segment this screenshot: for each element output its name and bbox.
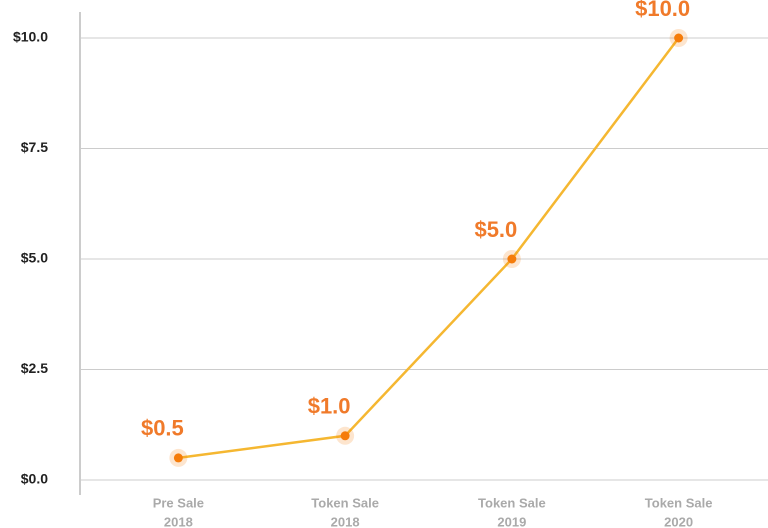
x-tick-label: 2020	[664, 514, 693, 528]
value-label: $10.0	[635, 0, 690, 21]
point	[674, 33, 684, 43]
y-tick-label: $2.5	[21, 360, 48, 376]
x-tick-label: Token Sale	[478, 495, 546, 510]
point	[340, 431, 350, 441]
value-label: $0.5	[141, 416, 184, 441]
x-tick-label: 2018	[164, 514, 193, 528]
y-tick-label: $0.0	[21, 471, 48, 487]
x-tick-label: Token Sale	[645, 495, 713, 510]
point	[173, 453, 183, 463]
x-tick-label: 2019	[497, 514, 526, 528]
x-tick-label: 2018	[331, 514, 360, 528]
y-tick-label: $10.0	[13, 29, 48, 45]
y-tick-label: $7.5	[21, 139, 48, 155]
value-label: $5.0	[474, 217, 517, 242]
point	[507, 254, 517, 264]
x-tick-label: Token Sale	[311, 495, 379, 510]
y-tick-label: $5.0	[21, 250, 48, 266]
x-tick-label: Pre Sale	[153, 495, 204, 510]
line	[178, 37, 680, 460]
value-label: $1.0	[308, 394, 351, 419]
